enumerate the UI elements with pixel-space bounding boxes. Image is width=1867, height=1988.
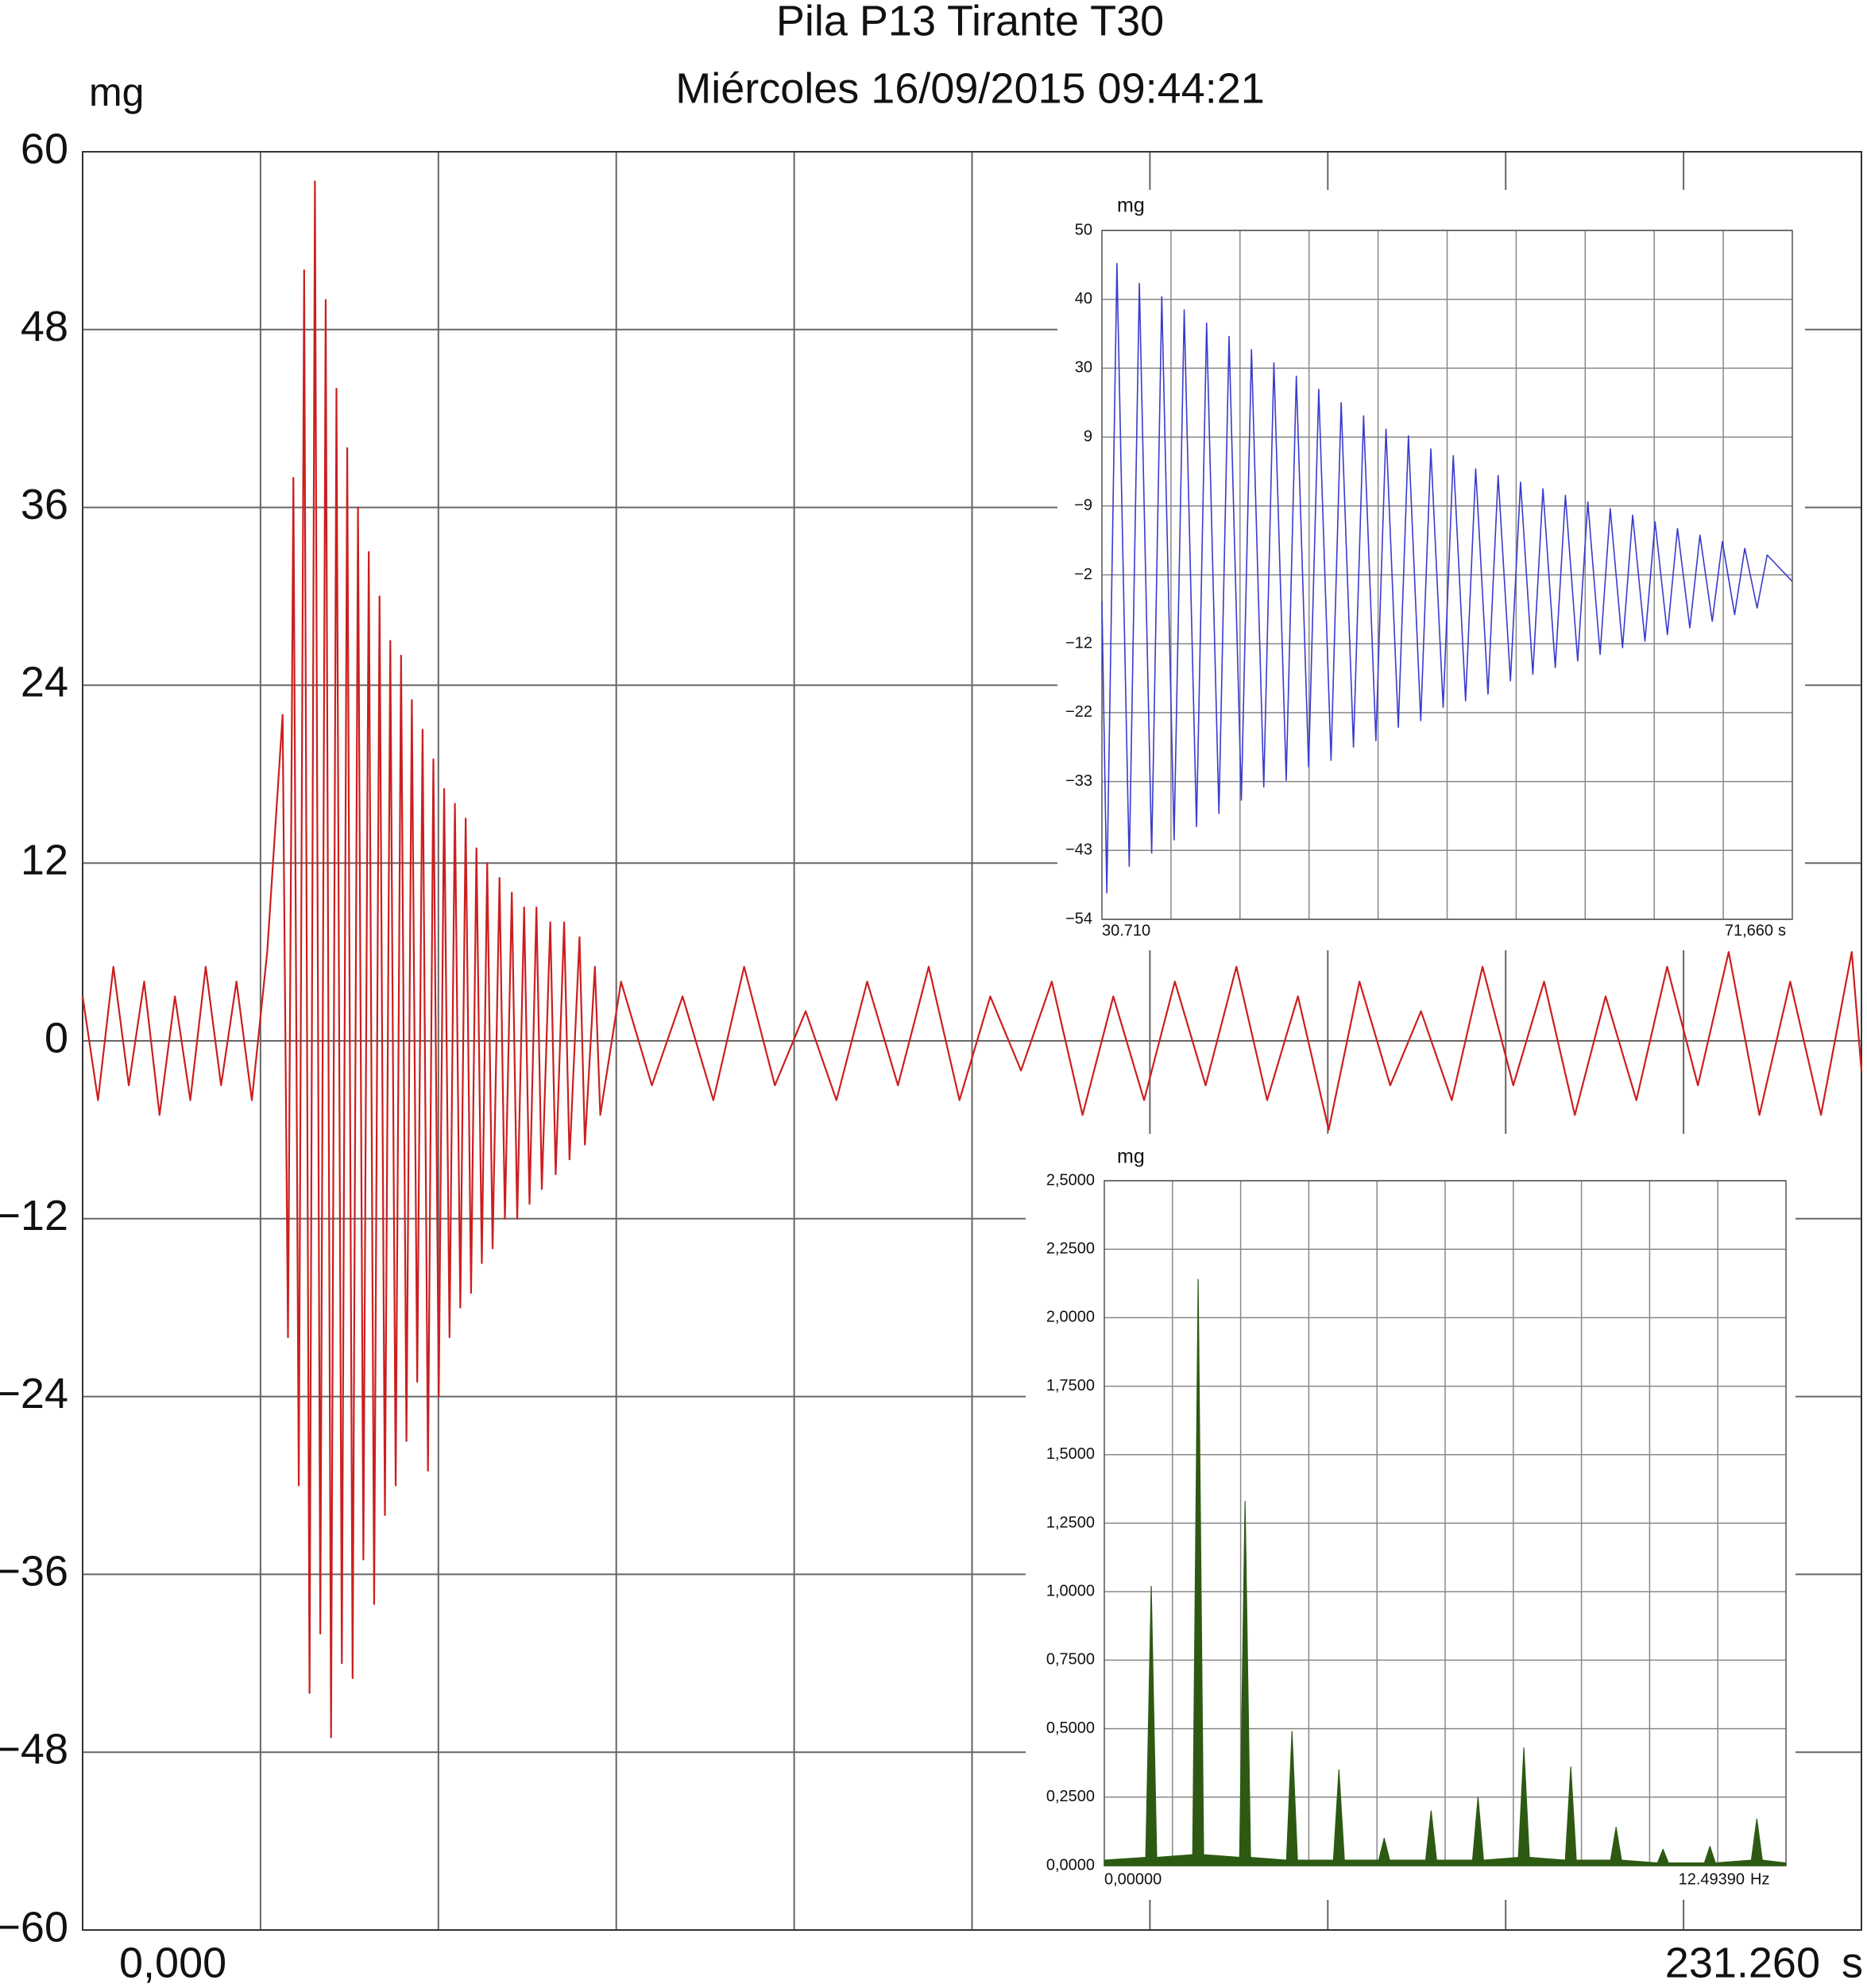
y-tick-label: 0 bbox=[44, 1014, 68, 1062]
y-tick-label: 2,0000 bbox=[1046, 1309, 1095, 1326]
y-tick-label: −54 bbox=[1065, 910, 1092, 927]
y-tick-label: 50 bbox=[1075, 221, 1092, 238]
x-axis-unit: s bbox=[1778, 922, 1786, 939]
y-tick-label: −43 bbox=[1065, 841, 1092, 859]
spectrum-area bbox=[1104, 1278, 1787, 1866]
x-tick-label: 231.260 bbox=[1665, 1939, 1820, 1986]
x-tick-label: 12.49390 bbox=[1679, 1870, 1745, 1888]
x-axis-unit: Hz bbox=[1750, 1870, 1769, 1888]
y-tick-label: 0,7500 bbox=[1046, 1651, 1095, 1669]
y-tick-label: 1,2500 bbox=[1046, 1514, 1095, 1531]
y-tick-label: 40 bbox=[1075, 290, 1092, 307]
x-tick-label: 30.710 bbox=[1102, 922, 1150, 939]
x-tick-label: 0,00000 bbox=[1104, 1870, 1162, 1888]
y-tick-label: −2 bbox=[1074, 566, 1092, 583]
y-tick-label: 24 bbox=[21, 659, 68, 706]
y-tick-label: 9 bbox=[1084, 427, 1092, 445]
y-tick-label: 30 bbox=[1075, 359, 1092, 377]
y-tick-label: 0,5000 bbox=[1046, 1719, 1095, 1737]
x-axis-unit: s bbox=[1842, 1939, 1863, 1986]
plot-frame bbox=[1101, 230, 1793, 920]
signal-line bbox=[81, 180, 1863, 1739]
y-tick-label: 0,2500 bbox=[1046, 1788, 1095, 1805]
y-tick-label: 12 bbox=[21, 836, 68, 884]
y-tick-label: −12 bbox=[1065, 634, 1092, 652]
signal-line bbox=[1101, 262, 1793, 894]
plot-frame bbox=[82, 151, 1862, 1931]
y-axis-unit: mg bbox=[1117, 195, 1145, 217]
inset-background bbox=[1057, 190, 1805, 950]
y-tick-label: 1,7500 bbox=[1046, 1377, 1095, 1394]
y-tick-label: −22 bbox=[1065, 703, 1092, 721]
chart-title: Pila P13 Tirante T30 bbox=[776, 0, 1164, 44]
y-tick-label: 60 bbox=[21, 125, 68, 172]
y-axis-unit: mg bbox=[1117, 1146, 1145, 1168]
y-tick-label: −33 bbox=[1065, 772, 1092, 790]
y-tick-label: 2,2500 bbox=[1046, 1240, 1095, 1257]
y-tick-label: −24 bbox=[0, 1370, 68, 1418]
y-tick-label: −60 bbox=[0, 1903, 68, 1951]
y-tick-label: 0,0000 bbox=[1046, 1856, 1095, 1874]
y-tick-label: 1,5000 bbox=[1046, 1445, 1095, 1463]
y-tick-label: −12 bbox=[0, 1192, 68, 1240]
y-tick-label: 36 bbox=[21, 481, 68, 528]
x-tick-label: 71,660 bbox=[1725, 922, 1773, 939]
y-tick-label: 1,0000 bbox=[1046, 1582, 1095, 1599]
y-axis-unit: mg bbox=[89, 70, 144, 114]
y-tick-label: 48 bbox=[21, 303, 68, 350]
y-tick-label: −9 bbox=[1074, 497, 1092, 514]
chart-subtitle: Miércoles 16/09/2015 09:44:21 bbox=[675, 64, 1265, 112]
y-tick-label: −48 bbox=[0, 1725, 68, 1773]
y-tick-label: −36 bbox=[0, 1548, 68, 1595]
x-tick-label: 0,000 bbox=[119, 1939, 226, 1986]
y-tick-label: 2,5000 bbox=[1046, 1171, 1095, 1189]
